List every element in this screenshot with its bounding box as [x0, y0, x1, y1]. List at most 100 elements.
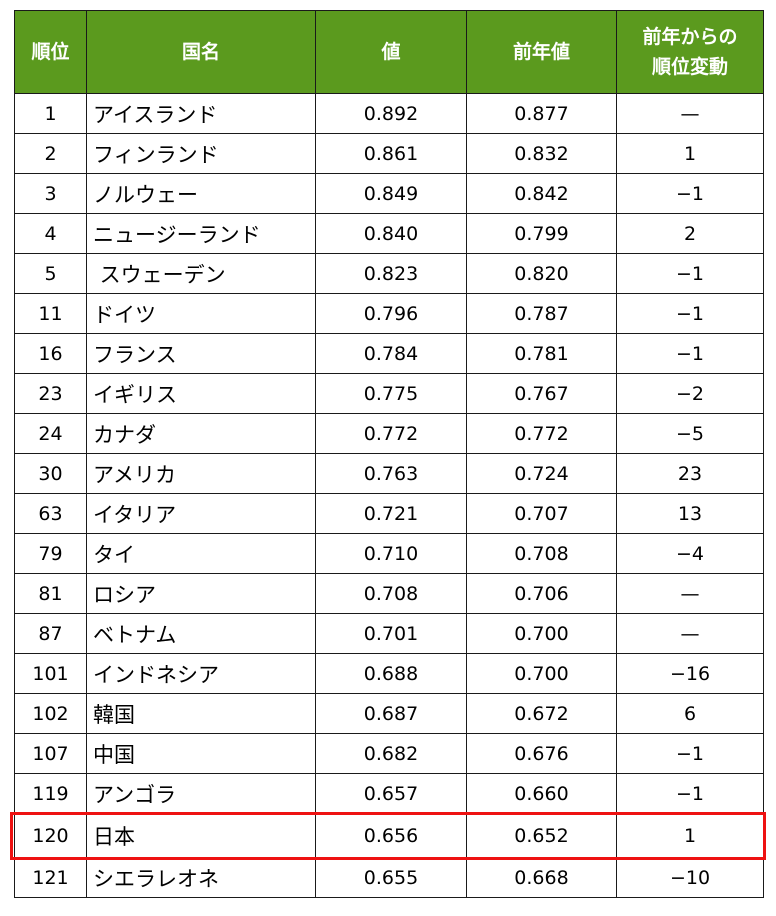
header-change: 前年からの 順位変動	[616, 10, 764, 94]
cell-rank: 16	[14, 333, 87, 374]
cell-country: 韓国	[86, 693, 316, 734]
cell-country: タイ	[86, 533, 316, 574]
cell-rank: 24	[14, 413, 87, 454]
cell-prev: 0.706	[466, 573, 617, 614]
cell-value: 0.701	[315, 613, 467, 654]
cell-rank: 63	[14, 493, 87, 534]
ranking-table-container: 順位 国名 値 前年値 前年からの 順位変動 1 アイスランド 0.892 0.877…	[10, 10, 766, 898]
cell-rank: 30	[14, 453, 87, 494]
table-header: 順位 国名 値 前年値 前年からの 順位変動	[14, 10, 764, 94]
cell-country: ベトナム	[86, 613, 316, 654]
cell-country: アイスランド	[86, 93, 316, 134]
cell-prev: 0.772	[466, 413, 617, 454]
table-row: 23 イギリス 0.775 0.767 −2	[14, 373, 764, 414]
cell-rank: 107	[14, 733, 87, 774]
cell-country: ノルウェー	[86, 173, 316, 214]
cell-value: 0.849	[315, 173, 467, 214]
cell-value: 0.710	[315, 533, 467, 574]
cell-prev: 0.781	[466, 333, 617, 374]
cell-value: 0.721	[315, 493, 467, 534]
cell-prev: 0.660	[466, 773, 617, 814]
cell-change: —	[616, 573, 764, 614]
table-row: 2 フィンランド 0.861 0.832 1	[14, 133, 764, 174]
cell-value: 0.861	[315, 133, 467, 174]
cell-change: −1	[616, 333, 764, 374]
cell-prev: 0.787	[466, 293, 617, 334]
cell-prev: 0.832	[466, 133, 617, 174]
cell-value: 0.657	[315, 773, 467, 814]
table-row: 1 アイスランド 0.892 0.877—	[14, 93, 764, 134]
cell-country: ドイツ	[86, 293, 316, 334]
cell-value: 0.656	[315, 813, 467, 858]
cell-value: 0.763	[315, 453, 467, 494]
cell-change: —	[616, 93, 764, 134]
table-row: 119 アンゴラ 0.657 0.660 −1	[14, 773, 764, 814]
table-row: 87 ベトナム 0.701 0.700—	[14, 613, 764, 654]
header-change-line1: 前年からの	[642, 26, 738, 48]
cell-rank: 120	[14, 813, 87, 858]
cell-prev: 0.724	[466, 453, 617, 494]
table-row: 24 カナダ 0.772 0.772 −5	[14, 413, 764, 454]
table-row: 120 日本 0.656 0.652 1	[14, 813, 764, 858]
cell-prev: 0.708	[466, 533, 617, 574]
cell-rank: 1	[14, 93, 87, 134]
table-row: 16 フランス 0.784 0.781 −1	[14, 333, 764, 374]
table-row: 5 スウェーデン 0.823 0.820 −1	[14, 253, 764, 294]
cell-value: 0.840	[315, 213, 467, 254]
cell-rank: 81	[14, 573, 87, 614]
cell-country: インドネシア	[86, 653, 316, 694]
cell-change: −1	[616, 773, 764, 814]
cell-prev: 0.707	[466, 493, 617, 534]
cell-change: −16	[616, 653, 764, 694]
cell-country: ニュージーランド	[86, 213, 316, 254]
cell-rank: 101	[14, 653, 87, 694]
cell-change: −5	[616, 413, 764, 454]
cell-value: 0.784	[315, 333, 467, 374]
cell-rank: 4	[14, 213, 87, 254]
cell-value: 0.796	[315, 293, 467, 334]
cell-change: −4	[616, 533, 764, 574]
cell-rank: 2	[14, 133, 87, 174]
table-body: 1 アイスランド 0.892 0.877—2 フィンランド 0.861 0.832 1 3 ノルウ…	[14, 93, 764, 898]
cell-country: アメリカ	[86, 453, 316, 494]
cell-country: フィンランド	[86, 133, 316, 174]
cell-change: −1	[616, 253, 764, 294]
cell-prev: 0.700	[466, 613, 617, 654]
table-row: 107 中国 0.682 0.676 −1	[14, 733, 764, 774]
header-rank: 順位	[14, 10, 87, 94]
cell-country: アンゴラ	[86, 773, 316, 814]
cell-rank: 11	[14, 293, 87, 334]
cell-change: 1	[616, 813, 764, 858]
cell-country: スウェーデン	[86, 253, 316, 294]
cell-change: 2	[616, 213, 764, 254]
cell-country: 日本	[86, 813, 316, 858]
cell-prev: 0.877	[466, 93, 617, 134]
cell-value: 0.823	[315, 253, 467, 294]
cell-rank: 102	[14, 693, 87, 734]
cell-change: 23	[616, 453, 764, 494]
table-row: 81 ロシア 0.708 0.706—	[14, 573, 764, 614]
cell-value: 0.892	[315, 93, 467, 134]
cell-prev: 0.672	[466, 693, 617, 734]
cell-value: 0.682	[315, 733, 467, 774]
cell-country: イギリス	[86, 373, 316, 414]
cell-change: 6	[616, 693, 764, 734]
cell-value: 0.687	[315, 693, 467, 734]
header-value: 値	[315, 10, 467, 94]
cell-prev: 0.676	[466, 733, 617, 774]
table-row: 101 インドネシア 0.688 0.700 −16	[14, 653, 764, 694]
table-row: 63 イタリア 0.721 0.707 13	[14, 493, 764, 534]
cell-country: 中国	[86, 733, 316, 774]
header-country: 国名	[86, 10, 316, 94]
table-row: 79 タイ 0.710 0.708 −4	[14, 533, 764, 574]
cell-change: 1	[616, 133, 764, 174]
cell-country: イタリア	[86, 493, 316, 534]
cell-value: 0.775	[315, 373, 467, 414]
cell-value: 0.655	[315, 857, 467, 898]
table-row: 4 ニュージーランド 0.840 0.799 2	[14, 213, 764, 254]
cell-rank: 119	[14, 773, 87, 814]
table-row: 121 シエラレオネ 0.655 0.668 −10	[14, 857, 764, 898]
table-row: 102 韓国 0.687 0.672 6	[14, 693, 764, 734]
cell-prev: 0.820	[466, 253, 617, 294]
cell-country: カナダ	[86, 413, 316, 454]
